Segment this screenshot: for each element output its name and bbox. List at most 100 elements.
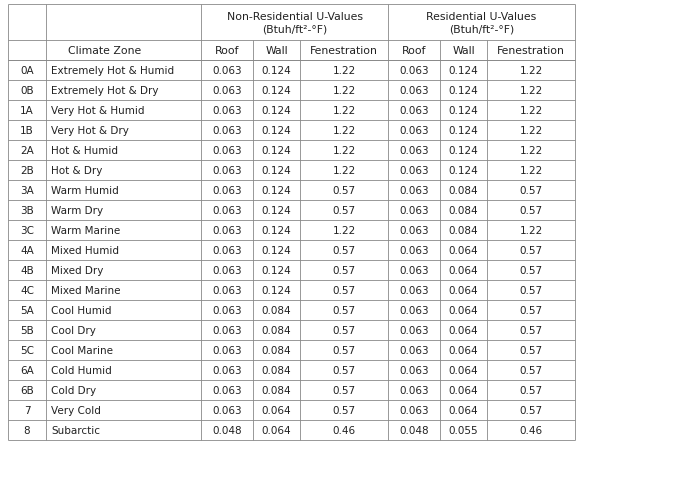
Text: Residential U-Values
(Btuh/ft²-°F): Residential U-Values (Btuh/ft²-°F) [426, 12, 537, 34]
Text: 0.063: 0.063 [212, 126, 241, 136]
Text: 0.57: 0.57 [332, 405, 356, 415]
Text: Subarctic: Subarctic [51, 425, 100, 435]
Text: 0.063: 0.063 [399, 385, 429, 395]
Text: 1.22: 1.22 [332, 226, 356, 236]
Text: 0.57: 0.57 [519, 245, 542, 255]
Text: 0.063: 0.063 [399, 265, 429, 276]
Text: 0.064: 0.064 [449, 325, 478, 336]
Text: 0.063: 0.063 [212, 106, 241, 116]
Text: 1.22: 1.22 [519, 226, 542, 236]
Text: 0.063: 0.063 [212, 226, 241, 236]
Text: 0.124: 0.124 [449, 86, 478, 96]
Text: 7: 7 [24, 405, 30, 415]
Text: 0.084: 0.084 [262, 345, 291, 355]
Text: 0.063: 0.063 [399, 205, 429, 216]
Text: Cool Dry: Cool Dry [51, 325, 96, 336]
Text: Extremely Hot & Dry: Extremely Hot & Dry [51, 86, 158, 96]
Text: 0.57: 0.57 [332, 385, 356, 395]
Text: 0.064: 0.064 [449, 286, 478, 295]
Text: 0.124: 0.124 [449, 66, 478, 76]
Text: 3A: 3A [20, 186, 34, 195]
Text: 0.063: 0.063 [399, 305, 429, 315]
Text: 5B: 5B [20, 325, 34, 336]
Text: 0.46: 0.46 [332, 425, 356, 435]
Text: 0.063: 0.063 [212, 385, 241, 395]
Text: Fenestration: Fenestration [497, 46, 565, 56]
Text: 0.063: 0.063 [399, 345, 429, 355]
Text: 1.22: 1.22 [332, 146, 356, 156]
Text: 0.064: 0.064 [262, 425, 291, 435]
Text: 2A: 2A [20, 146, 34, 156]
Text: 0.57: 0.57 [519, 286, 542, 295]
Text: Roof: Roof [215, 46, 239, 56]
Text: 0.063: 0.063 [212, 365, 241, 375]
Text: 1.22: 1.22 [332, 66, 356, 76]
Text: Wall: Wall [265, 46, 288, 56]
Text: Cool Marine: Cool Marine [51, 345, 113, 355]
Text: 0.124: 0.124 [449, 166, 478, 176]
Text: 0.46: 0.46 [519, 425, 542, 435]
Text: Very Cold: Very Cold [51, 405, 101, 415]
Text: 1.22: 1.22 [332, 106, 356, 116]
Text: Cold Humid: Cold Humid [51, 365, 112, 375]
Text: Mixed Humid: Mixed Humid [51, 245, 119, 255]
Text: Mixed Marine: Mixed Marine [51, 286, 120, 295]
Text: 0.084: 0.084 [262, 305, 291, 315]
Text: 0.124: 0.124 [449, 106, 478, 116]
Text: 0.57: 0.57 [519, 325, 542, 336]
Text: 0.063: 0.063 [212, 86, 241, 96]
Text: 0.064: 0.064 [262, 405, 291, 415]
Text: 0.064: 0.064 [449, 305, 478, 315]
Text: Very Hot & Dry: Very Hot & Dry [51, 126, 129, 136]
Text: 0.064: 0.064 [449, 405, 478, 415]
Text: 1.22: 1.22 [332, 86, 356, 96]
Text: 0.063: 0.063 [399, 405, 429, 415]
Text: 6B: 6B [20, 385, 34, 395]
Text: 0.064: 0.064 [449, 245, 478, 255]
Text: 0.084: 0.084 [449, 186, 478, 195]
Text: 1.22: 1.22 [519, 166, 542, 176]
Text: Mixed Dry: Mixed Dry [51, 265, 104, 276]
Text: 0.084: 0.084 [449, 226, 478, 236]
Text: 1.22: 1.22 [332, 126, 356, 136]
Text: 0.124: 0.124 [262, 286, 291, 295]
Text: 1.22: 1.22 [332, 166, 356, 176]
Text: Warm Marine: Warm Marine [51, 226, 120, 236]
Text: 1A: 1A [20, 106, 34, 116]
Text: 0.084: 0.084 [449, 205, 478, 216]
Text: 0.063: 0.063 [399, 86, 429, 96]
Text: 0A: 0A [20, 66, 34, 76]
Text: 0.57: 0.57 [519, 365, 542, 375]
Text: 0.063: 0.063 [399, 325, 429, 336]
Text: 0.57: 0.57 [519, 345, 542, 355]
Text: 0.063: 0.063 [212, 325, 241, 336]
Text: 0.063: 0.063 [399, 66, 429, 76]
Text: 0.063: 0.063 [212, 245, 241, 255]
Text: 0.124: 0.124 [262, 205, 291, 216]
Text: 4A: 4A [20, 245, 34, 255]
Text: 0.063: 0.063 [212, 265, 241, 276]
Text: 0.064: 0.064 [449, 345, 478, 355]
Text: Wall: Wall [452, 46, 475, 56]
Text: 0.57: 0.57 [519, 186, 542, 195]
Text: Cold Dry: Cold Dry [51, 385, 96, 395]
Text: Fenestration: Fenestration [310, 46, 378, 56]
Text: 1.22: 1.22 [519, 106, 542, 116]
Text: 0.124: 0.124 [449, 126, 478, 136]
Text: 0.063: 0.063 [399, 166, 429, 176]
Text: 0.124: 0.124 [262, 186, 291, 195]
Text: 0.063: 0.063 [399, 146, 429, 156]
Text: 0.57: 0.57 [519, 265, 542, 276]
Text: Hot & Humid: Hot & Humid [51, 146, 118, 156]
Text: 0.124: 0.124 [262, 106, 291, 116]
Text: 0.124: 0.124 [262, 166, 291, 176]
Text: 0.124: 0.124 [262, 66, 291, 76]
Text: 0.57: 0.57 [519, 405, 542, 415]
Text: 0.124: 0.124 [262, 86, 291, 96]
Text: 0.063: 0.063 [399, 106, 429, 116]
Text: 0.063: 0.063 [212, 286, 241, 295]
Text: 0.063: 0.063 [212, 186, 241, 195]
Text: 0.064: 0.064 [449, 385, 478, 395]
Text: 6A: 6A [20, 365, 34, 375]
Text: Hot & Dry: Hot & Dry [51, 166, 102, 176]
